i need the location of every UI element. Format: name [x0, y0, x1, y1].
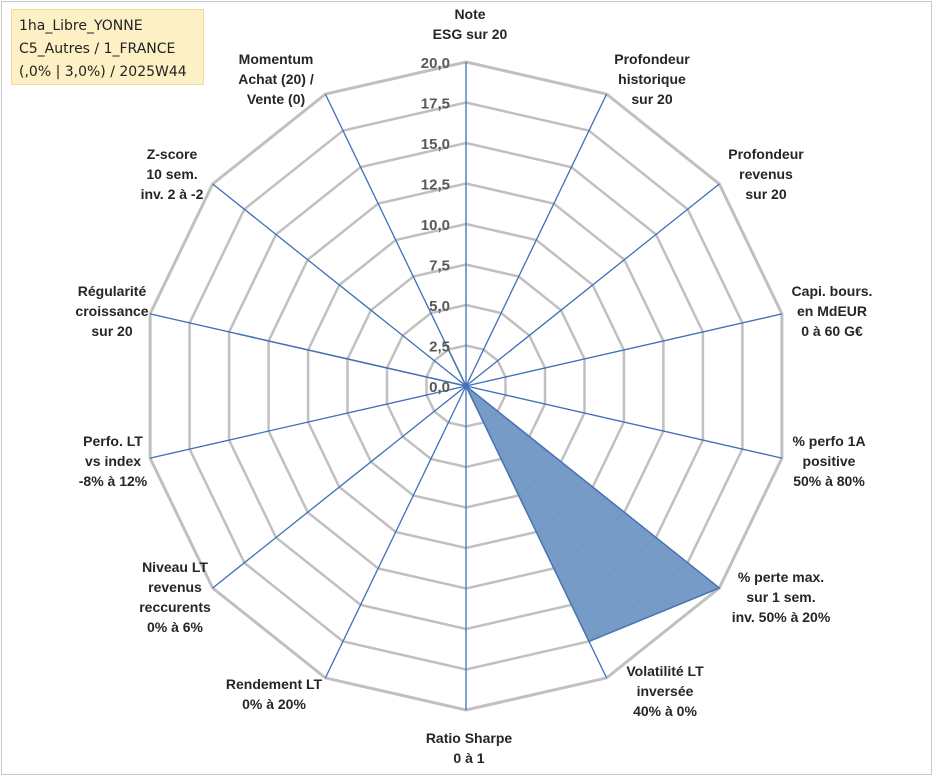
series-layer: [236, 332, 721, 643]
axis-label-10-line-2: -8% à 12%: [79, 473, 148, 489]
axis-label-5: % perte max. sur 1 sem. inv. 50% à 20%: [732, 569, 831, 625]
axis-label-13-line-2: Vente (0): [247, 91, 305, 107]
info-line-3: (,0% | 3,0%) / 2025W44: [19, 64, 187, 80]
axis-label-6-line-2: 40% à 0%: [633, 703, 697, 719]
axis-label-3-line-0: Capi. bours.: [792, 283, 873, 299]
series-area-0: [236, 332, 721, 643]
spoke-12: [212, 183, 467, 387]
axis-label-8-line-0: Rendement LT: [226, 676, 323, 692]
axis-label-1-line-1: historique: [618, 71, 686, 87]
axis-label-9-line-2: reccurents: [139, 599, 211, 615]
axis-label-13-line-1: Achat (20) /: [238, 71, 314, 87]
axis-label-6-line-1: inversée: [637, 683, 694, 699]
axis-label-5-line-2: inv. 50% à 20%: [732, 609, 831, 625]
axis-label-10-line-1: vs index: [85, 453, 141, 469]
axis-label-4-line-1: positive: [803, 453, 856, 469]
axis-label-9: Niveau LT revenus reccurents 0% à 6%: [139, 559, 211, 635]
spoke-1: [465, 93, 608, 387]
axis-label-4: % perfo 1A positive 50% à 80%: [792, 433, 865, 489]
axis-label-11-line-1: croissance: [75, 303, 148, 319]
axis-label-0-line-0: Note: [454, 6, 485, 22]
spoke-10: [149, 385, 467, 459]
axis-label-6-line-0: Volatilité LT: [626, 663, 704, 679]
axis-label-2-line-1: revenus: [739, 166, 793, 182]
axis-label-10: Perfo. LT vs index -8% à 12%: [79, 433, 148, 489]
tick-label-2: 5,0: [429, 298, 450, 315]
info-box: 1ha_Libre_YONNE C5_Autres / 1_FRANCE (,0…: [11, 9, 204, 85]
tick-label-3: 7,5: [429, 258, 450, 275]
axis-label-5-line-1: sur 1 sem.: [746, 589, 815, 605]
axis-label-1-line-0: Profondeur: [614, 51, 690, 67]
spoke-2: [465, 183, 720, 387]
axis-label-12-line-1: 10 sem.: [146, 166, 197, 182]
spoke-13: [324, 93, 467, 387]
info-line-1: 1ha_Libre_YONNE: [19, 18, 143, 34]
axis-label-8-line-1: 0% à 20%: [242, 696, 306, 712]
axis-label-0-line-1: ESG sur 20: [433, 26, 508, 42]
axis-label-2: Profondeur revenus sur 20: [728, 146, 804, 202]
axis-label-11-line-0: Régularité: [78, 283, 147, 299]
axis-label-13-line-0: Momentum: [239, 51, 314, 67]
axis-label-7-line-0: Ratio Sharpe: [426, 730, 513, 746]
tick-label-6: 15,0: [421, 136, 450, 153]
axis-label-9-line-1: revenus: [148, 579, 202, 595]
axis-label-9-line-0: Niveau LT: [142, 559, 208, 575]
tick-label-5: 12,5: [421, 177, 450, 194]
axis-label-12-line-0: Z-score: [147, 146, 198, 162]
axis-label-9-line-3: 0% à 6%: [147, 619, 204, 635]
axis-label-5-line-0: % perte max.: [738, 569, 824, 585]
axis-label-6: Volatilité LT inversée 40% à 0%: [626, 663, 704, 719]
axis-label-3: Capi. bours. en MdEUR 0 à 60 G€: [792, 283, 873, 339]
axis-label-1: Profondeur historique sur 20: [614, 51, 690, 107]
axis-label-1-line-2: sur 20: [631, 91, 672, 107]
axis-label-13: Momentum Achat (20) / Vente (0): [238, 51, 314, 107]
axis-label-7-line-1: 0 à 1: [453, 750, 484, 766]
axis-label-2-line-0: Profondeur: [728, 146, 804, 162]
spoke-4: [465, 385, 783, 459]
axis-label-12: Z-score 10 sem. inv. 2 à -2: [141, 146, 204, 202]
spoke-layer: [149, 62, 783, 710]
tick-label-7: 17,5: [421, 96, 450, 113]
axis-label-4-line-2: 50% à 80%: [793, 473, 865, 489]
axis-label-10-line-0: Perfo. LT: [83, 433, 143, 449]
spoke-8: [324, 385, 467, 679]
axis-label-8: Rendement LT 0% à 20%: [226, 676, 323, 712]
axis-label-4-line-0: % perfo 1A: [792, 433, 865, 449]
axis-label-layer: Note ESG sur 20 Profondeur historique sur 20…: [75, 6, 872, 766]
tick-label-1: 2,5: [429, 339, 450, 356]
axis-label-7: Ratio Sharpe 0 à 1: [426, 730, 513, 766]
axis-label-0: Note ESG sur 20: [433, 6, 508, 42]
axis-label-11: Régularité croissance sur 20: [75, 283, 148, 339]
spoke-9: [212, 385, 467, 589]
tick-label-8: 20,0: [421, 55, 450, 72]
axis-label-2-line-2: sur 20: [745, 186, 786, 202]
axis-label-12-line-2: inv. 2 à -2: [141, 186, 204, 202]
axis-label-3-line-1: en MdEUR: [797, 303, 867, 319]
axis-label-3-line-2: 0 à 60 G€: [801, 323, 863, 339]
spoke-3: [465, 313, 783, 387]
axis-label-11-line-2: sur 20: [91, 323, 132, 339]
tick-label-0: 0,0: [429, 379, 450, 396]
tick-label-layer: 0,0 2,5 5,0 7,5 10,0 12,5 15,0 17,5 20,0: [421, 55, 450, 396]
tick-label-4: 10,0: [421, 217, 450, 234]
info-line-2: C5_Autres / 1_FRANCE: [19, 41, 176, 57]
